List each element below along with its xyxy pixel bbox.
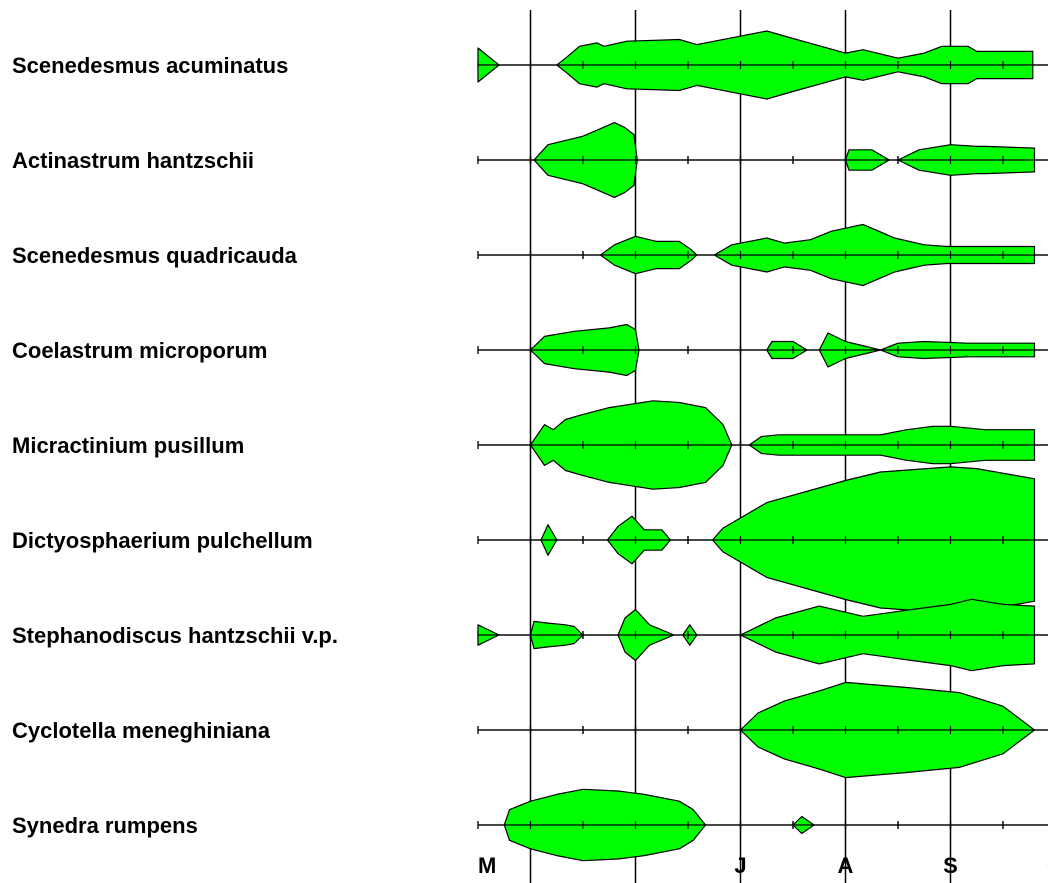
species-labels: Scenedesmus acuminatus Actinastrum hantzs… — [12, 53, 338, 838]
month-tick-label: J — [734, 853, 746, 878]
species-label: Cyclotella meneghiniana — [12, 718, 271, 743]
month-tick-label: S — [943, 853, 958, 878]
species-label: Micractinium pusillum — [12, 433, 244, 458]
species-label: Dictyosphaerium pulchellum — [12, 528, 313, 553]
species-label: Coelastrum microporum — [12, 338, 268, 363]
species-label: Synedra rumpens — [12, 813, 198, 838]
species-label: Stephanodiscus hantzschii v.p. — [12, 623, 338, 648]
month-tick-label: O — [1047, 853, 1048, 878]
species-label: Scenedesmus acuminatus — [12, 53, 288, 78]
species-label: Actinastrum hantzschii — [12, 148, 254, 173]
month-tick-label: M — [478, 853, 496, 878]
species-label: Scenedesmus quadricauda — [12, 243, 298, 268]
month-tick-label: A — [838, 853, 854, 878]
month-axis: MJASO — [478, 853, 1048, 878]
series-shapes — [477, 30, 1048, 862]
